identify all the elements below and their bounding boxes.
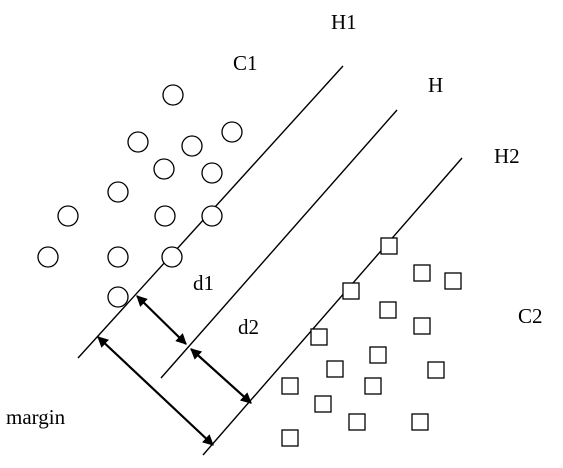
c2-point — [343, 283, 359, 299]
c1-point — [108, 247, 128, 267]
c1-point — [128, 132, 148, 152]
class-c2-points — [282, 238, 461, 446]
label-c2: C2 — [518, 304, 543, 328]
c2-point — [380, 302, 396, 318]
d2-arrow — [191, 349, 251, 403]
c1-point — [108, 287, 128, 307]
label-h2: H2 — [494, 144, 520, 168]
c1-point — [162, 247, 182, 267]
c2-point — [282, 378, 298, 394]
label-h1: H1 — [331, 10, 357, 34]
d1-arrow — [137, 296, 186, 344]
c1-point — [38, 247, 58, 267]
label-c1: C1 — [233, 51, 258, 75]
c2-point — [365, 378, 381, 394]
label-h: H — [428, 73, 443, 97]
hyperplane-h2 — [203, 158, 462, 455]
c2-point — [327, 361, 343, 377]
c2-point — [349, 414, 365, 430]
label-margin: margin — [6, 405, 66, 429]
c1-point — [202, 206, 222, 226]
c1-point — [222, 122, 242, 142]
label-d1: d1 — [193, 271, 214, 295]
c2-point — [414, 318, 430, 334]
c1-point — [155, 206, 175, 226]
c2-point — [315, 396, 331, 412]
c1-point — [108, 182, 128, 202]
c1-point — [202, 163, 222, 183]
c2-point — [428, 362, 444, 378]
c2-point — [445, 273, 461, 289]
c2-point — [311, 329, 327, 345]
c2-point — [414, 265, 430, 281]
c1-point — [182, 136, 202, 156]
c2-point — [370, 347, 386, 363]
c2-point — [381, 238, 397, 254]
c1-point — [163, 85, 183, 105]
c2-point — [282, 430, 298, 446]
label-d2: d2 — [238, 315, 259, 339]
c2-point — [412, 414, 428, 430]
c1-point — [154, 159, 174, 179]
c1-point — [58, 206, 78, 226]
